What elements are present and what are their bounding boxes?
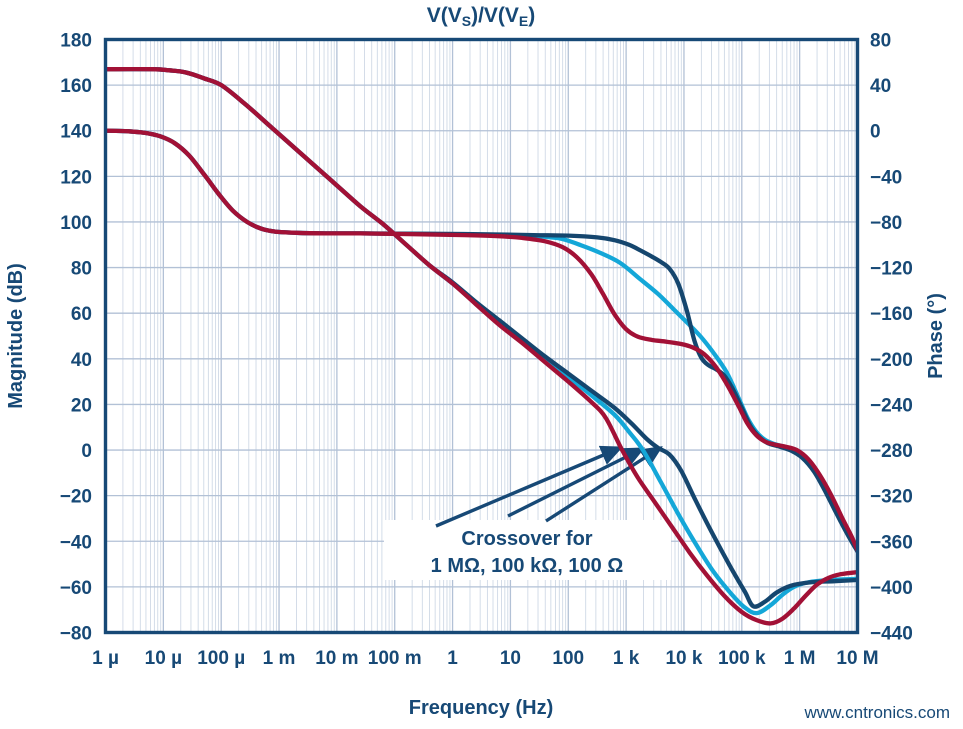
- y-right-tick-−80: −80: [870, 213, 902, 234]
- y-right-tick-−320: −320: [870, 487, 913, 508]
- title-subscript-e: E: [519, 13, 528, 29]
- y-right-tick-−160: −160: [870, 304, 913, 325]
- y-right-tick-0: 0: [870, 122, 881, 143]
- y-left-tick-180: 180: [60, 31, 92, 52]
- title-subscript-s: S: [462, 13, 471, 29]
- x-tick-10k: 10 k: [665, 648, 702, 669]
- y-left-tick-160: 160: [60, 76, 92, 97]
- annotation-background-box: [384, 520, 671, 580]
- x-tick-1M: 1 M: [784, 648, 816, 669]
- crossover-arrows: [435, 445, 663, 528]
- y-right-tick-40: 40: [870, 76, 891, 97]
- x-tick-1m: 1 m: [263, 648, 296, 669]
- curve-magnitude-1mohm: [106, 66, 857, 626]
- title-part: ): [528, 4, 535, 27]
- x-tick-10M: 10 M: [836, 648, 878, 669]
- x-tick-100: 100: [552, 648, 584, 669]
- y-left-tick-−80: −80: [60, 624, 92, 645]
- title-part: V(V: [427, 4, 462, 27]
- y-left-tick-100: 100: [60, 213, 92, 234]
- y-right-tick-−240: −240: [870, 395, 913, 416]
- crossover-arrow: [507, 447, 646, 518]
- curve-phase-1mohm: [106, 128, 857, 553]
- y-right-tick-−440: −440: [870, 624, 913, 645]
- y-left-tick-140: 140: [60, 122, 92, 143]
- watermark-text: www.cntronics.com: [804, 703, 950, 722]
- y-left-tick-−60: −60: [60, 578, 92, 599]
- y-right-tick-−400: −400: [870, 578, 913, 599]
- y-left-tick-120: 120: [60, 167, 92, 188]
- y-axis-left-title: Magnitude (dB): [5, 263, 27, 409]
- y-left-tick-80: 80: [71, 259, 92, 280]
- crossover-arrow: [545, 446, 663, 523]
- y-right-tick-−200: −200: [870, 350, 913, 371]
- y-left-tick-60: 60: [71, 304, 92, 325]
- y-left-tick-−40: −40: [60, 532, 92, 553]
- y-left-tick-0: 0: [81, 441, 92, 462]
- x-tick-100µ: 100 µ: [197, 648, 245, 669]
- y-right-tick-80: 80: [870, 31, 891, 52]
- chart-title: V(VS)/V(VE): [427, 4, 536, 29]
- x-tick-100k: 100 k: [718, 648, 766, 669]
- y-right-tick-−120: −120: [870, 259, 913, 280]
- y-left-tick-20: 20: [71, 395, 92, 416]
- annotation-line1: Crossover for: [461, 528, 592, 550]
- x-tick-1: 1: [447, 648, 458, 669]
- x-tick-10µ: 10 µ: [145, 648, 182, 669]
- annotation-line2: 1 MΩ, 100 kΩ, 100 Ω: [431, 555, 624, 577]
- x-tick-10: 10: [500, 648, 521, 669]
- y-left-tick-−20: −20: [60, 487, 92, 508]
- plot-frame: [103, 37, 860, 635]
- tick-labels: 180160140120100806040200−20−40−60−808040…: [60, 31, 913, 670]
- x-tick-100m: 100 m: [368, 648, 422, 669]
- x-tick-1µ: 1 µ: [92, 648, 119, 669]
- crossover-arrow: [435, 445, 624, 528]
- title-part: )/V(V: [471, 4, 519, 27]
- y-right-tick-−360: −360: [870, 532, 913, 553]
- curve-group: [106, 66, 857, 626]
- y-left-tick-40: 40: [71, 350, 92, 371]
- y-axis-right-title: Phase (°): [925, 293, 947, 379]
- x-tick-1k: 1 k: [613, 648, 640, 669]
- y-right-tick-−40: −40: [870, 167, 902, 188]
- x-tick-10m: 10 m: [315, 648, 358, 669]
- y-right-tick-−280: −280: [870, 441, 913, 462]
- x-axis-title: Frequency (Hz): [409, 697, 553, 719]
